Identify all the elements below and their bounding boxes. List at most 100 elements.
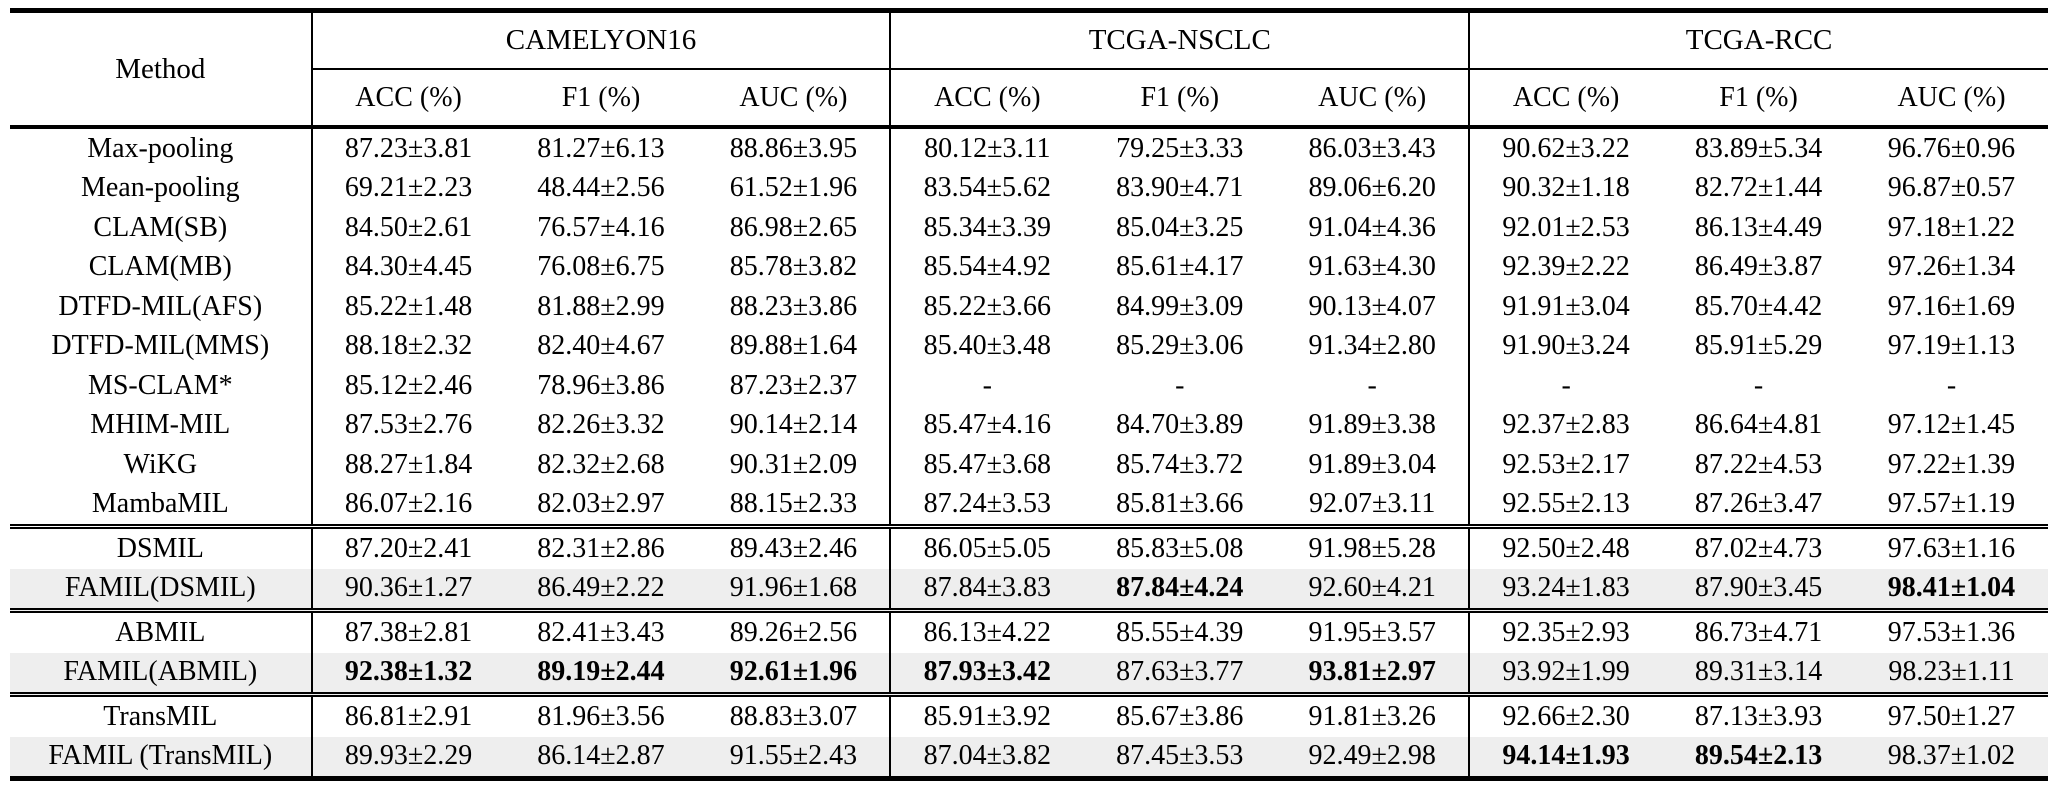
table-row: DSMIL 87.20±2.41 82.31±2.86 89.43±2.46 86.05… [10,524,2048,569]
value-cell: 87.26±3.47 [1694,488,1823,520]
value-cell: 97.22±1.39 [1887,448,2016,480]
table-row: WiKG 88.27±1.84 82.32±2.68 90.31±2.09 85.47±… [10,445,2048,485]
value-cell: 89.06±6.20 [1308,172,1436,204]
value-cell: 92.53±2.17 [1468,445,1663,485]
value-cell: 92.01±2.53 [1468,208,1663,248]
value-cell: 87.63±3.77 [1116,656,1244,688]
value-cell: 89.93±2.29 [310,736,505,779]
value-cell: 84.50±2.61 [310,208,505,248]
value-cell: 87.90±3.45 [1694,572,1823,604]
value-cell: 88.83±3.07 [697,692,891,737]
method-name: FAMIL (TransMIL) [48,740,273,772]
value-cell: 86.49±2.22 [537,572,665,604]
table-row: TransMIL 86.81±2.91 81.96±3.56 88.83±3.07 85… [10,692,2048,737]
value-cell: 90.13±4.07 [1308,290,1436,322]
value-cell: 48.44±2.56 [537,172,665,204]
value-cell: 88.18±2.32 [310,326,505,366]
table-row: MambaMIL 86.07±2.16 82.03±2.97 88.15±2.33 87… [10,484,2048,527]
value-cell: 82.26±3.32 [537,409,665,441]
method-name: CLAM(SB) [93,211,228,243]
value-cell: 85.12±2.46 [310,366,505,406]
value-cell: 92.38±1.32 [310,652,505,695]
value-cell: 92.37±2.83 [1468,405,1663,445]
method-name: FAMIL(ABMIL) [63,656,258,688]
value-cell: 97.16±1.69 [1887,290,2016,322]
value-cell: 81.96±3.56 [504,692,698,737]
value-cell: 94.14±1.93 [1468,736,1663,779]
value-cell: 81.27±6.13 [537,132,665,164]
value-cell: 86.07±2.16 [310,484,505,527]
value-cell: 86.03±3.43 [1308,132,1436,164]
value-cell: 85.47±4.16 [889,405,1084,445]
value-cell: 87.24±3.53 [889,484,1084,527]
value-cell: 88.23±3.86 [729,290,858,322]
value-cell: 86.13±4.22 [889,608,1084,653]
value-cell: 97.26±1.34 [1887,251,2016,283]
value-cell: 85.83±5.08 [1083,524,1277,569]
value-cell: 86.64±4.81 [1694,409,1823,441]
value-cell: 92.61±1.96 [729,656,858,688]
value-cell: 97.53±1.36 [1854,608,2048,653]
value-cell: 87.93±3.42 [889,652,1084,695]
method-column-header: Method [115,52,206,85]
value-cell: 97.57±1.19 [1887,488,2016,520]
value-cell: 89.88±1.64 [729,330,858,362]
value-cell: 89.54±2.13 [1694,740,1823,772]
value-cell: 87.84±4.24 [1116,572,1244,604]
method-name: MambaMIL [91,488,229,520]
value-cell: 92.35±2.93 [1468,608,1663,653]
value-cell: 88.27±1.84 [310,445,505,485]
table-row: CLAM(MB) 84.30±4.45 76.08±6.75 85.78±3.82 85… [10,247,2048,287]
table-row: FAMIL(DSMIL) 90.36±1.27 86.49±2.22 91.96±1.… [10,568,2048,611]
table-row: MS-CLAM* 85.12±2.46 78.96±3.86 87.23±2.37- -… [10,366,2048,406]
value-cell: - [1946,369,1957,401]
method-name: DSMIL [10,524,312,569]
value-cell: 84.30±4.45 [310,247,505,287]
value-cell: 87.20±2.41 [310,524,505,569]
dataset-header-row: Method CAMELYON16 TCGA-NSCLC TCGA-RCC [10,10,2048,85]
value-cell: 91.63±4.30 [1308,251,1436,283]
value-cell: 79.25±3.33 [1116,132,1244,164]
metric-header-acc: ACC (%) [889,69,1084,129]
value-cell: 97.18±1.22 [1887,211,2016,243]
value-cell: 87.38±2.81 [310,608,505,653]
value-cell: 91.90±3.24 [1468,326,1663,366]
method-name: MHIM-MIL [90,409,231,441]
value-cell: 85.40±3.48 [889,326,1084,366]
value-cell: 82.41±3.43 [504,608,698,653]
method-name: TransMIL [10,692,312,737]
metric-header-auc: AUC (%) [1276,69,1470,129]
metric-header-f1: F1 (%) [1662,69,1855,129]
value-cell: - [889,366,1084,406]
method-name: WiKG [123,448,198,480]
value-cell: 91.96±1.68 [729,572,858,604]
value-cell: 83.89±5.34 [1694,132,1823,164]
value-cell: 85.61±4.17 [1116,251,1244,283]
method-name: Mean-pooling [80,172,240,204]
value-cell: - [1367,369,1377,401]
table-body: Max-pooling 87.23±3.81 81.27±6.13 88.86±3.9… [10,127,2048,779]
method-name: DTFD-MIL(MMS) [51,330,270,362]
group-header-tcga-rcc: TCGA-RCC [1468,10,2048,70]
value-cell: 96.87±0.57 [1887,172,2016,204]
method-name: ABMIL [10,608,312,653]
table-row: DTFD-MIL(AFS) 85.22±1.48 81.88±2.99 88.23±3… [10,287,2048,327]
value-cell: 97.19±1.13 [1887,330,2016,362]
value-cell: 83.90±4.71 [1116,172,1244,204]
value-cell: 87.04±3.82 [889,736,1084,779]
group-header-tcga-nsclc: TCGA-NSCLC [889,10,1470,70]
value-cell: 85.22±3.66 [889,287,1084,327]
value-cell: 86.13±4.49 [1694,211,1823,243]
value-cell: 86.81±2.91 [310,692,505,737]
value-cell: 89.26±2.56 [697,608,891,653]
value-cell: 86.49±3.87 [1694,251,1823,283]
value-cell: 98.23±1.11 [1888,656,2015,688]
value-cell: 90.62±3.22 [1468,127,1663,169]
table-row: MHIM-MIL 87.53±2.76 82.26±3.32 90.14±2.14 85… [10,405,2048,445]
value-cell: 82.03±2.97 [537,488,665,520]
method-name: Max-pooling [87,132,234,164]
value-cell: 87.84±3.83 [889,568,1084,611]
results-table: Method CAMELYON16 TCGA-NSCLC TCGA-RCC AC… [10,8,2048,781]
value-cell: 76.08±6.75 [537,251,665,283]
value-cell: 80.12±3.11 [889,127,1084,169]
